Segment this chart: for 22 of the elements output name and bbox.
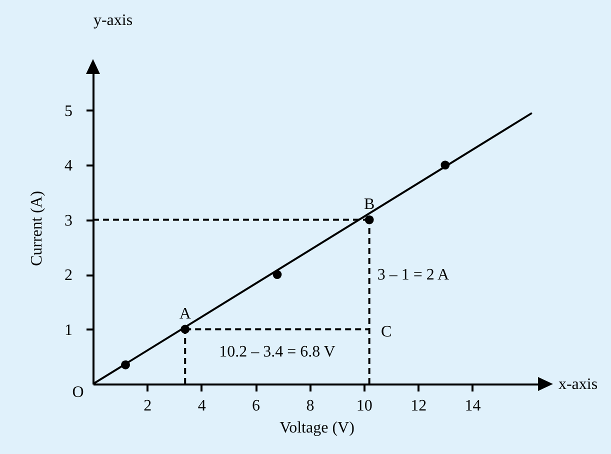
y-tick-label: 2 — [64, 267, 72, 284]
annotation: 10.2 – 3.4 = 6.8 V — [219, 343, 336, 360]
annotation: O — [72, 384, 84, 401]
annotation: B — [364, 196, 375, 213]
x-tick-label: 14 — [464, 398, 481, 414]
annotation: 3 – 1 = 2 A — [377, 266, 450, 284]
x-tick-label: 10 — [356, 398, 372, 414]
y-axis-title: Current (A) — [28, 190, 46, 266]
text: x-axis — [558, 376, 598, 393]
y-tick-label: 5 — [64, 102, 72, 120]
x-tick-label: 6 — [252, 398, 260, 414]
x-tick-label: 4 — [198, 398, 206, 414]
x-axis-title: Voltage (V) — [280, 420, 354, 436]
x-tick-label: 8 — [306, 398, 314, 414]
x-tick-label: 12 — [410, 398, 427, 414]
annotation: C — [380, 323, 392, 340]
y-tick-label: 4 — [64, 158, 72, 175]
text: y-axis — [93, 12, 133, 29]
annotation: A — [179, 305, 192, 322]
y-tick-label: 1 — [64, 322, 72, 339]
y-tick-label: 3 — [64, 212, 72, 230]
x-tick-label: 2 — [144, 398, 152, 414]
